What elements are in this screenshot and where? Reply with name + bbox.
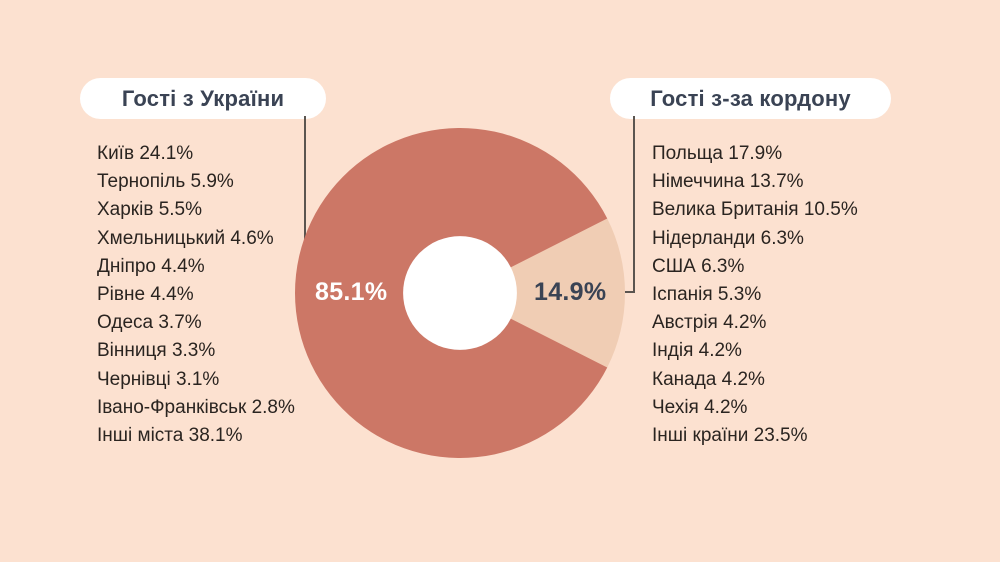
list-ukraine-item: Київ 24.1%	[97, 143, 194, 164]
panel-title-right: Гості з-за кордону	[610, 78, 891, 119]
list-abroad-item: Нідерланди 6.3%	[652, 227, 804, 249]
list-ukraine-item: Рівне 4.4%	[97, 284, 194, 306]
donut-chart-svg	[295, 128, 625, 458]
list-ukraine-item: Одеса 3.7%	[97, 312, 202, 334]
list-ukraine-item: Івано-Франківськ 2.8%	[97, 396, 295, 418]
donut-slice-minor	[460, 218, 625, 368]
panel-title-right-label: Гості з-за кордону	[650, 85, 851, 111]
percent-label-major: 85.1%	[315, 278, 388, 306]
percent-label-minor: 14.9%	[534, 278, 607, 306]
list-ukraine-item: Вінниця 3.3%	[97, 340, 216, 362]
list-abroad-item: Австрія 4.2%	[652, 312, 767, 334]
list-abroad: Польща 17.9% Німеччина 13.7% Велика Британ…	[652, 140, 858, 450]
list-abroad-item: Інші країни 23.5%	[652, 425, 808, 447]
leader-line-left	[304, 116, 306, 292]
list-ukraine-item: Тернопіль 5.9%	[97, 171, 234, 193]
donut-hole	[403, 236, 517, 350]
list-abroad-item: США 6.3%	[652, 255, 745, 277]
panel-title-left: Гості з України	[80, 78, 326, 119]
donut-chart	[295, 128, 625, 458]
list-ukraine-item: Дніпро 4.4%	[97, 255, 205, 277]
list-ukraine-item: Харків 5.5%	[97, 199, 203, 221]
list-abroad-item: Польща 17.9%	[652, 143, 783, 164]
list-abroad-item: Велика Британія 10.5%	[652, 199, 858, 221]
leader-line-right-vertical	[633, 116, 635, 292]
list-abroad-item: Канада 4.2%	[652, 368, 765, 390]
list-ukraine-item: Хмельницький 4.6%	[97, 227, 274, 249]
leader-line-right-horizontal	[620, 291, 635, 293]
list-ukraine-item: Інші міста 38.1%	[97, 425, 243, 447]
list-ukraine-item: Чернівці 3.1%	[97, 368, 220, 390]
list-abroad-item: Чехія 4.2%	[652, 396, 748, 418]
list-abroad-item: Німеччина 13.7%	[652, 171, 804, 193]
panel-title-left-label: Гості з України	[121, 85, 285, 111]
list-abroad-item: Індія 4.2%	[652, 340, 742, 362]
list-abroad-item: Іспанія 5.3%	[652, 284, 762, 306]
list-ukraine: Київ 24.1% Тернопіль 5.9% Харків 5.5% Хмель…	[97, 140, 295, 450]
